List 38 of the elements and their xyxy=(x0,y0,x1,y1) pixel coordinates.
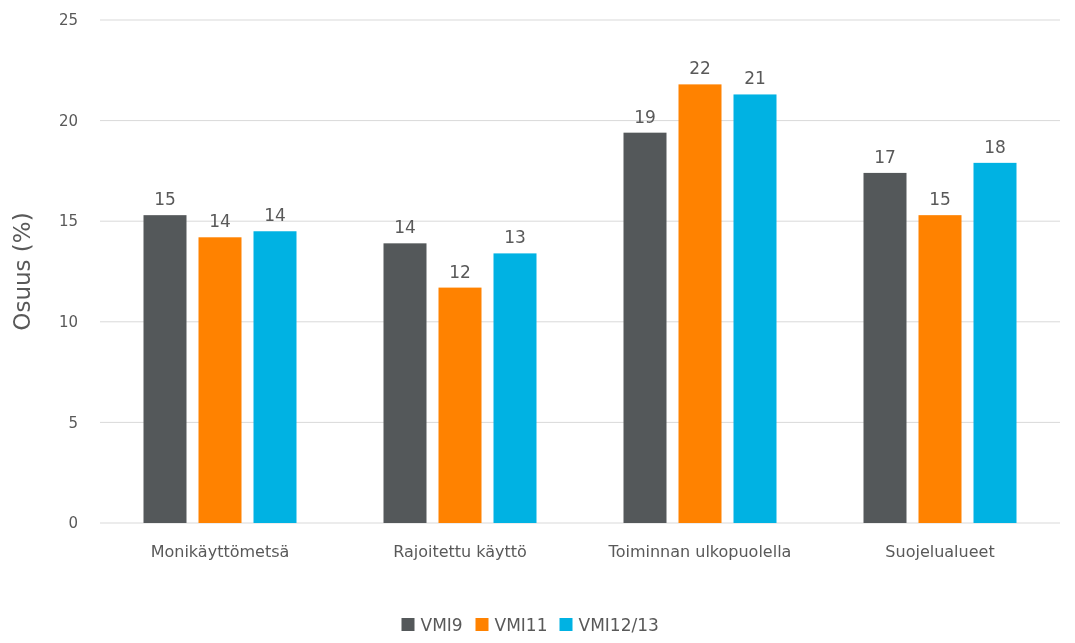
bar xyxy=(438,287,482,523)
y-tick-label: 15 xyxy=(58,212,78,231)
bar xyxy=(623,132,667,523)
data-label: 14 xyxy=(264,205,286,226)
y-tick-label: 0 xyxy=(68,514,78,533)
bar xyxy=(863,172,907,523)
data-label: 19 xyxy=(634,106,656,127)
data-label: 14 xyxy=(209,211,231,232)
data-label: 12 xyxy=(449,261,471,282)
data-label: 14 xyxy=(394,217,416,238)
y-tick-label: 5 xyxy=(68,413,78,432)
legend-label: VMI11 xyxy=(494,615,548,635)
bar xyxy=(918,215,962,523)
data-label: 13 xyxy=(504,227,526,248)
x-tick-label: Suojelualueet xyxy=(885,542,995,561)
data-label: 15 xyxy=(929,189,951,210)
legend-label: VMI12/13 xyxy=(578,615,659,635)
x-tick-label: Rajoitettu käyttö xyxy=(393,542,527,561)
bar xyxy=(678,84,722,523)
y-tick-label: 20 xyxy=(58,111,78,130)
bar xyxy=(973,162,1017,523)
legend-label: VMI9 xyxy=(420,615,463,635)
data-label: 22 xyxy=(689,58,711,79)
data-label: 21 xyxy=(744,68,766,89)
y-axis-title: Osuus (%) xyxy=(9,212,35,331)
bar xyxy=(383,243,427,523)
bar xyxy=(253,231,297,523)
bar xyxy=(198,237,242,523)
bar xyxy=(733,94,777,523)
data-label: 18 xyxy=(984,136,1006,157)
y-tick-label: 25 xyxy=(58,11,78,30)
x-tick-label: Monikäyttömetsä xyxy=(150,542,290,561)
bar xyxy=(143,215,187,523)
bar xyxy=(493,253,537,523)
y-tick-label: 10 xyxy=(58,313,78,332)
x-tick-label: Toiminnan ulkopuolella xyxy=(607,542,792,561)
data-label: 17 xyxy=(874,146,896,167)
data-label: 15 xyxy=(154,189,176,210)
